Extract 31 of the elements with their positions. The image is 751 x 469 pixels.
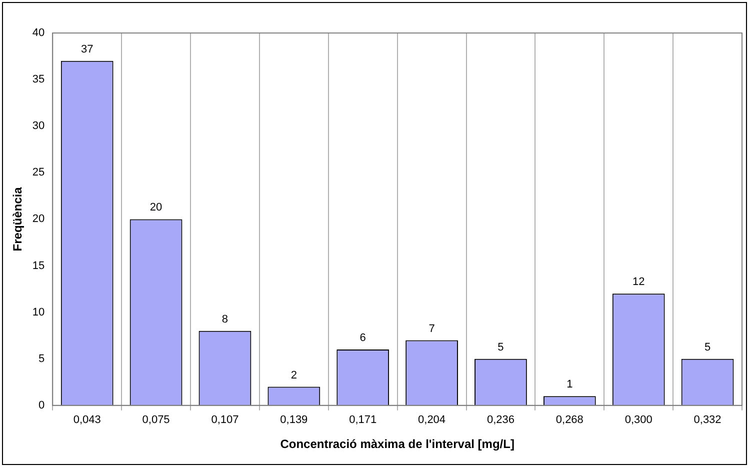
y-tick-label: 10	[32, 306, 45, 318]
data-label: 5	[704, 341, 711, 354]
y-tick-label: 40	[32, 27, 45, 40]
y-tick-label: 30	[32, 120, 45, 132]
data-label: 12	[632, 276, 645, 288]
x-tick-label: 0,268	[556, 414, 584, 426]
x-tick-label: 0,171	[349, 414, 377, 426]
y-tick-label: 35	[32, 74, 45, 86]
data-label: 2	[290, 369, 297, 382]
x-tick-label: 0,107	[211, 414, 239, 426]
x-axis-title: Concentració màxima de l'interval [mg/L]	[280, 437, 514, 452]
y-tick-label: 25	[32, 166, 45, 179]
x-tick-label: 0,043	[73, 414, 101, 426]
x-tick-label: 0,332	[694, 414, 722, 426]
x-tick-label: 0,204	[418, 414, 446, 426]
data-label: 7	[428, 322, 435, 335]
data-label: 6	[360, 332, 366, 344]
y-axis-title: Freqüència	[10, 186, 25, 252]
data-label: 37	[80, 43, 94, 56]
y-tick-label: 15	[32, 260, 45, 272]
data-label: 20	[150, 202, 162, 214]
x-tick-label: 0,300	[624, 414, 652, 426]
x-tick-label: 0,139	[280, 414, 308, 426]
y-tick-label: 5	[38, 352, 45, 365]
y-tick-label: 20	[32, 213, 45, 226]
data-label: 1	[566, 378, 573, 391]
x-tick-label: 0,236	[486, 414, 514, 426]
data-label: 5	[498, 341, 504, 354]
y-tick-label: 0	[38, 399, 45, 412]
x-tick-label: 0,075	[142, 414, 170, 426]
data-label: 8	[222, 313, 228, 326]
